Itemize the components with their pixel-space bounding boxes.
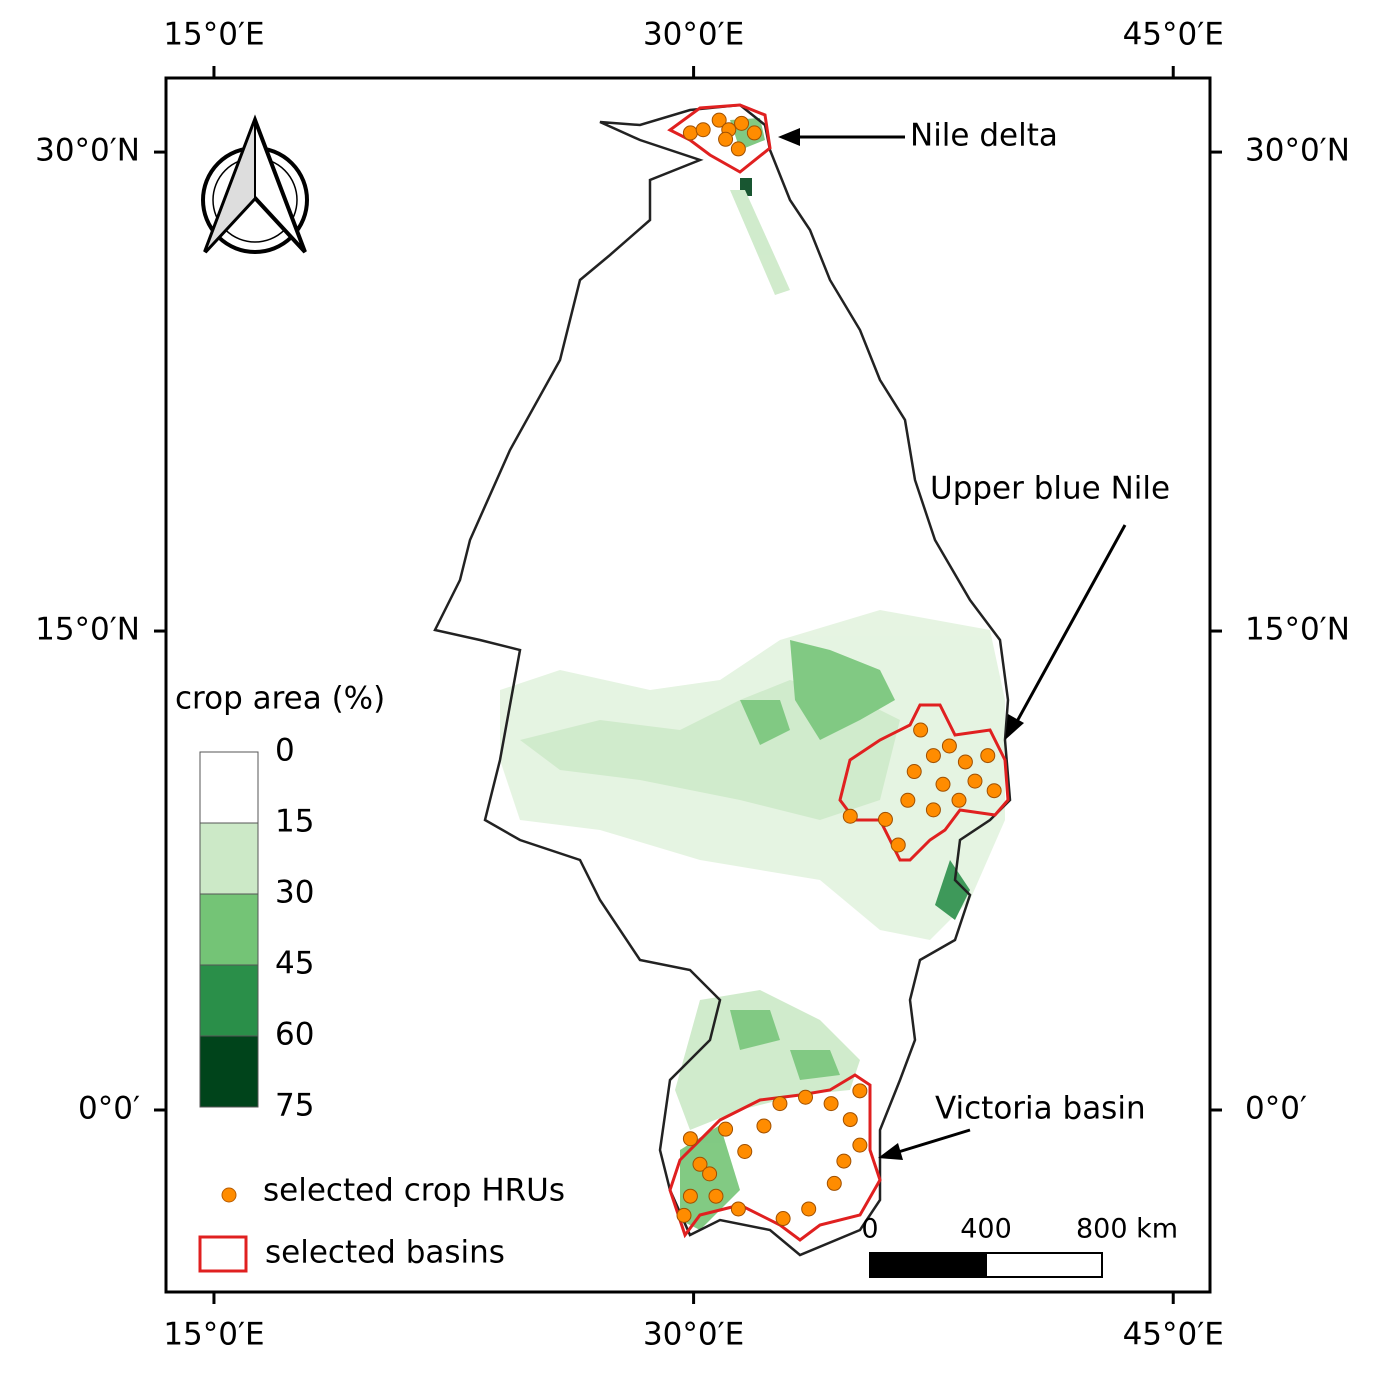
hru-point xyxy=(906,764,922,780)
hru-point xyxy=(692,1156,708,1172)
hru-point xyxy=(730,141,746,157)
x-tick-label: 15°0′E xyxy=(163,1317,264,1353)
basin-nile-delta xyxy=(667,103,772,174)
basin-outline xyxy=(433,103,1012,1257)
scale-label: 0 xyxy=(861,1214,878,1245)
annotation-arrows xyxy=(778,128,1127,1160)
x-tick-label: 45°0′E xyxy=(1123,1317,1224,1353)
hru-point xyxy=(957,754,973,770)
hru-point xyxy=(842,808,858,824)
hru-point xyxy=(737,1144,753,1160)
hru-point xyxy=(842,1112,858,1128)
basin-upper-blue-nile xyxy=(838,703,1010,862)
scale-label: 400 xyxy=(960,1214,1012,1245)
legend-swatch xyxy=(199,822,259,895)
hru-point xyxy=(826,1175,842,1191)
hru-point xyxy=(711,112,727,128)
y-tick-label: 30°0′N xyxy=(1245,133,1350,169)
hru-point xyxy=(734,115,750,131)
legend-break-label: 45 xyxy=(275,946,314,982)
hru-point xyxy=(682,1131,698,1147)
hru-point xyxy=(708,1188,724,1204)
legend-break-label: 30 xyxy=(275,875,314,911)
basin-victoria xyxy=(668,1073,882,1242)
hru-point xyxy=(980,748,996,764)
scale-segment xyxy=(869,1252,987,1278)
hru-point xyxy=(682,125,698,141)
hru-point xyxy=(836,1153,852,1169)
scale-segment xyxy=(985,1252,1103,1278)
scale-label: 800 km xyxy=(1076,1214,1178,1245)
legend-break-label: 15 xyxy=(275,804,314,840)
hru-point xyxy=(772,1096,788,1112)
annotation: Nile delta xyxy=(910,118,1058,154)
hru-point xyxy=(730,1201,746,1217)
hru-points xyxy=(676,112,1002,1227)
hru-point xyxy=(775,1211,791,1227)
crop-raster xyxy=(500,118,1005,1230)
north-arrow xyxy=(201,114,309,254)
hru-point xyxy=(890,837,906,853)
hru-point xyxy=(756,1118,772,1134)
hru-point xyxy=(682,1188,698,1204)
hru-point xyxy=(718,1121,734,1137)
hru-point xyxy=(986,783,1002,799)
hru-point xyxy=(935,776,951,792)
x-tick-label: 15°0′E xyxy=(163,17,264,53)
hru-point xyxy=(852,1137,868,1153)
legend: 0 15 30 45 60 75 xyxy=(199,733,314,1124)
y-tick-label: 0°0′ xyxy=(1245,1090,1307,1126)
legend-basin xyxy=(198,1235,248,1273)
legend-break-label: 0 xyxy=(275,733,295,769)
hru-point xyxy=(951,792,967,808)
hru-point xyxy=(676,1207,692,1223)
y-tick-label: 0°0′ xyxy=(78,1090,140,1126)
legend-label: selected basins xyxy=(265,1235,505,1271)
annotation: Upper blue Nile xyxy=(930,471,1170,507)
hru-point xyxy=(967,773,983,789)
hru-point xyxy=(900,792,916,808)
legend-label: selected crop HRUs xyxy=(263,1173,565,1209)
hru-point xyxy=(925,802,941,818)
selected-basins xyxy=(667,103,1010,1242)
hru-point xyxy=(877,811,893,827)
legend-dot xyxy=(221,1187,237,1203)
y-tick-label: 15°0′N xyxy=(1245,612,1350,648)
legend-swatch xyxy=(199,893,259,966)
x-tick-label: 30°0′E xyxy=(643,17,744,53)
hru-point xyxy=(798,1089,814,1105)
legend-swatch xyxy=(199,964,259,1037)
hru-point xyxy=(695,122,711,138)
hru-point xyxy=(852,1083,868,1099)
hru-point xyxy=(718,131,734,147)
hru-point xyxy=(823,1096,839,1112)
hru-point xyxy=(801,1201,817,1217)
hru-point xyxy=(913,722,929,738)
hru-point xyxy=(702,1166,718,1182)
annotation: Victoria basin xyxy=(935,1091,1146,1127)
y-tick-label: 15°0′N xyxy=(35,612,140,648)
hru-point xyxy=(746,125,762,141)
hru-point xyxy=(941,738,957,754)
legend-swatch xyxy=(199,1035,259,1108)
y-tick-label: 30°0′N xyxy=(35,133,140,169)
x-tick-label: 30°0′E xyxy=(643,1317,744,1353)
scale-bar: 0 400 800 km xyxy=(861,1214,1178,1278)
x-tick-label: 45°0′E xyxy=(1123,17,1224,53)
legend-break-label: 75 xyxy=(275,1088,314,1124)
legend-title: crop area (%) xyxy=(175,681,385,717)
hru-point xyxy=(925,748,941,764)
legend-swatch xyxy=(199,751,259,824)
legend-break-label: 60 xyxy=(275,1017,314,1053)
